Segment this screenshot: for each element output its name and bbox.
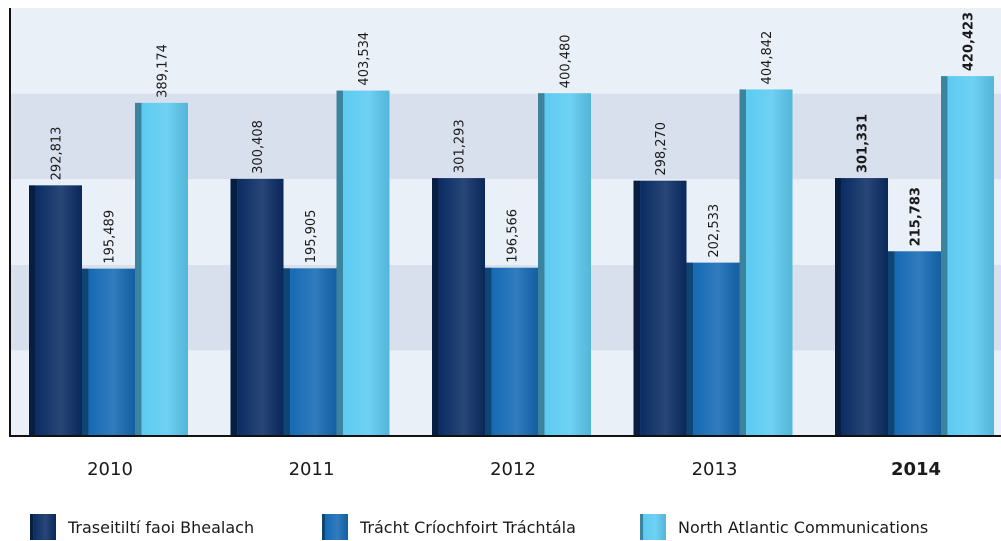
x-tick-label: 2010 xyxy=(87,459,133,480)
bar-shade xyxy=(633,180,687,436)
legend-swatch-shade xyxy=(322,514,348,540)
bar-group xyxy=(888,251,941,436)
bar-shade xyxy=(283,268,337,436)
bar-group xyxy=(485,267,538,436)
value-label: 389,174 xyxy=(156,44,171,98)
bar-group xyxy=(686,262,740,436)
legend-label: Traseitiltí faoi Bhealach xyxy=(67,518,254,537)
value-label: 420,423 xyxy=(962,12,977,71)
bar-group xyxy=(29,185,82,436)
bar-group xyxy=(135,102,188,436)
bar-shade xyxy=(135,102,188,436)
bar-group xyxy=(432,178,485,436)
bar-shade xyxy=(888,251,941,436)
value-label: 298,270 xyxy=(654,122,669,176)
value-label: 301,331 xyxy=(856,114,871,173)
bar-shade xyxy=(230,178,284,436)
legend: Traseitiltí faoi Bhealach Trácht Críochfo… xyxy=(30,514,928,540)
labels: 2010 292,813 195,489 389,174 2011 300,408 195,… xyxy=(50,12,977,480)
legend-label: North Atlantic Communications xyxy=(678,518,928,537)
bar-group xyxy=(283,268,337,436)
bar-shade xyxy=(336,90,390,437)
x-tick-label: 2013 xyxy=(692,459,738,480)
value-label: 301,293 xyxy=(453,119,468,173)
bar-group xyxy=(538,93,591,436)
bar-group xyxy=(633,180,687,436)
bar-group xyxy=(230,178,284,436)
bar-group xyxy=(941,76,994,436)
value-label: 215,783 xyxy=(909,187,924,246)
bar-shade xyxy=(432,178,485,436)
bar-shade xyxy=(686,262,740,436)
value-label: 400,480 xyxy=(559,34,574,88)
legend-label: Trácht Críochfoirt Tráchtála xyxy=(359,518,576,537)
bar-group xyxy=(336,90,390,437)
bar-shade xyxy=(739,89,793,436)
x-tick-label: 2012 xyxy=(490,459,536,480)
legend-swatch-shade xyxy=(30,514,56,540)
value-label: 195,905 xyxy=(304,210,319,264)
value-label: 202,533 xyxy=(707,204,722,258)
bars xyxy=(29,76,994,437)
x-tick-label: 2011 xyxy=(289,459,335,480)
bar-group xyxy=(739,89,793,436)
bar-shade xyxy=(82,268,135,436)
bar-group xyxy=(82,268,135,436)
bar-shade xyxy=(29,185,82,436)
legend-swatch-shade xyxy=(640,514,666,540)
bar-shade xyxy=(538,93,591,436)
bar-shade xyxy=(941,76,994,436)
grid-band xyxy=(10,8,1001,94)
value-label: 292,813 xyxy=(50,127,65,181)
value-label: 404,842 xyxy=(760,31,775,85)
bar-shade xyxy=(835,178,888,436)
value-label: 196,566 xyxy=(506,209,521,263)
bar-group xyxy=(835,178,888,436)
value-label: 195,489 xyxy=(103,210,118,264)
value-label: 300,408 xyxy=(251,120,266,174)
bar-shade xyxy=(485,267,538,436)
value-label: 403,534 xyxy=(357,32,372,86)
x-tick-label: 2014 xyxy=(891,459,941,480)
